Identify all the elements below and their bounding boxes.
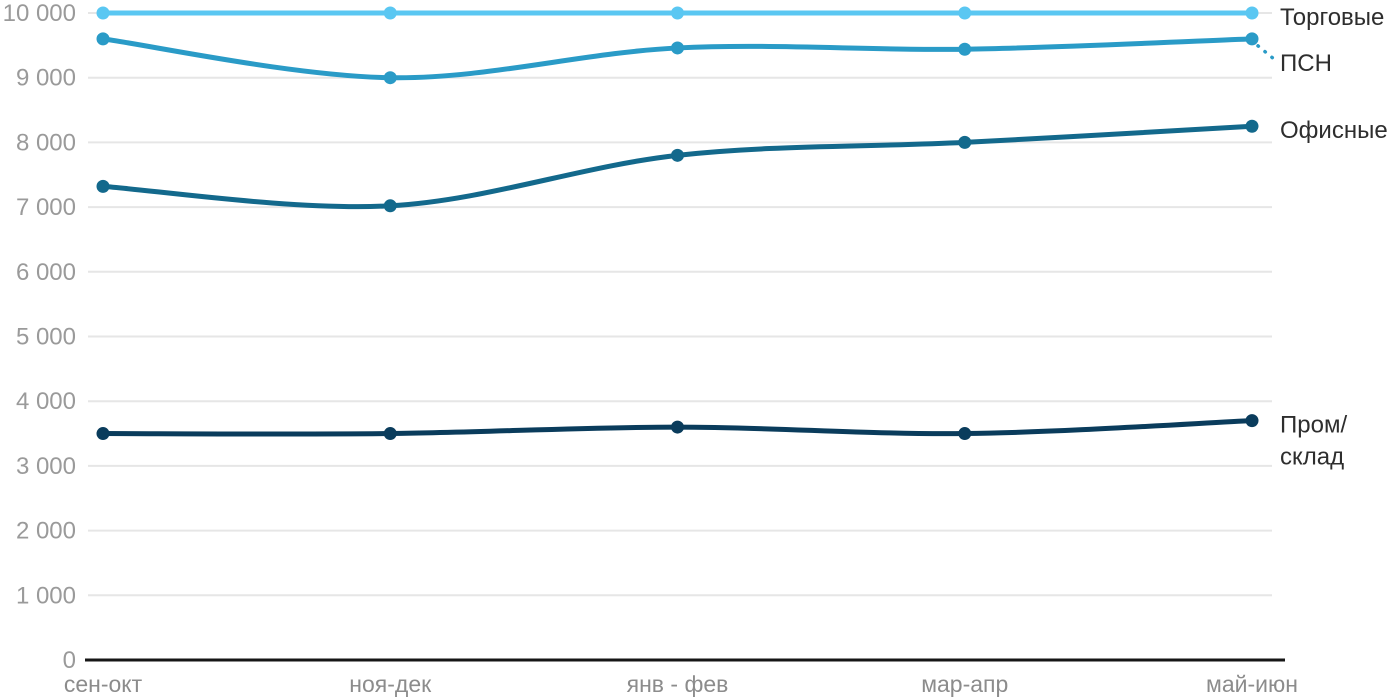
data-point [383, 6, 397, 20]
data-point [671, 148, 684, 162]
data-point [958, 42, 972, 56]
y-tick-label: 10 000 [3, 0, 76, 27]
data-point [1245, 414, 1259, 428]
x-tick-label: май-июн [1206, 671, 1298, 697]
y-tick-label: 5 000 [16, 324, 76, 351]
y-tick-label: 9 000 [16, 65, 76, 92]
series-label-1: ПСН [1280, 50, 1332, 77]
data-point [1245, 119, 1259, 133]
data-point [96, 179, 110, 193]
data-point [671, 41, 684, 55]
series-label-2: Офисные [1280, 117, 1388, 144]
data-point [958, 135, 972, 149]
data-point [96, 32, 110, 46]
data-point [1245, 6, 1259, 20]
data-point [383, 71, 397, 85]
y-tick-label: 8 000 [16, 129, 76, 156]
series-label-3: Пром/склад [1280, 412, 1347, 471]
x-tick-label: янв - фев [627, 671, 729, 697]
y-tick-label: 0 [63, 647, 76, 674]
x-tick-label: ноя-дек [349, 671, 432, 697]
y-tick-label: 1 000 [16, 582, 76, 609]
x-tick-label: мар-апр [921, 671, 1008, 697]
series-label-connector [1256, 44, 1277, 62]
data-point [96, 6, 110, 20]
data-point [1245, 32, 1259, 46]
y-tick-label: 2 000 [16, 518, 76, 545]
y-tick-label: 7 000 [16, 194, 76, 221]
data-point [383, 199, 397, 213]
y-tick-label: 6 000 [16, 259, 76, 286]
series-label-0: Торговые [1280, 4, 1384, 31]
data-point [671, 420, 684, 434]
data-point [671, 6, 684, 20]
series-line-2 [100, 123, 1255, 210]
data-point [383, 427, 397, 441]
data-point [958, 6, 972, 20]
y-tick-label: 4 000 [16, 388, 76, 415]
y-tick-label: 3 000 [16, 453, 76, 480]
data-point [958, 427, 972, 441]
x-tick-label: сен-окт [64, 671, 143, 697]
data-point [96, 427, 110, 441]
